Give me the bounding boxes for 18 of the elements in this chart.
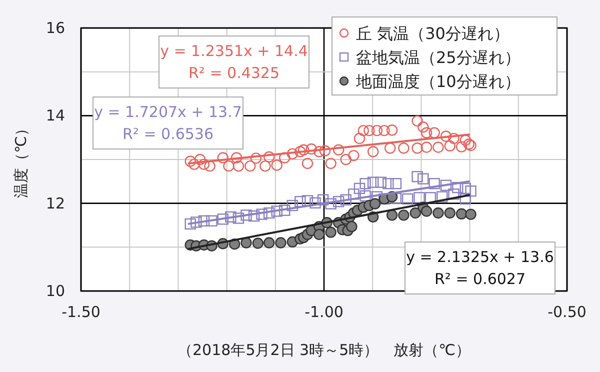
legend-label: 地面温度（10分遅れ） [355, 72, 520, 91]
y-tick-label: 16 [46, 19, 65, 37]
x-axis-title: （2018年5月2日 3時～5時） 放射（℃） [178, 341, 470, 359]
annotation: y = 2.1325x + 13.6 R² = 0.6027 [406, 248, 554, 288]
annotation: y = 1.7207x + 13.7 R² = 0.6536 [92, 96, 244, 150]
annotation: y = 1.2351x + 14.4 R² = 0.4325 [160, 42, 308, 82]
y-tick-label: 10 [46, 282, 65, 300]
x-tick-label: -0.50 [548, 303, 586, 321]
annotation: y = 2.1325x + 13.6 R² = 0.6027 [404, 242, 556, 294]
y-tick-label: 12 [46, 194, 65, 212]
annotation: y = 1.2351x + 14.4 R² = 0.4325 [158, 36, 310, 88]
y-axis-title: 温度（℃） [12, 121, 30, 198]
x-tick-label: -1.00 [304, 303, 344, 321]
y-tick-label: 14 [46, 106, 65, 125]
annotation: y = 1.7207x + 13.7 R² = 0.6536 [94, 103, 242, 143]
legend-label: 盆地気温（25分遅れ） [356, 48, 520, 67]
x-tick-label: -1.50 [62, 303, 100, 321]
legend-label: 丘 気温（30分遅れ） [356, 24, 510, 43]
